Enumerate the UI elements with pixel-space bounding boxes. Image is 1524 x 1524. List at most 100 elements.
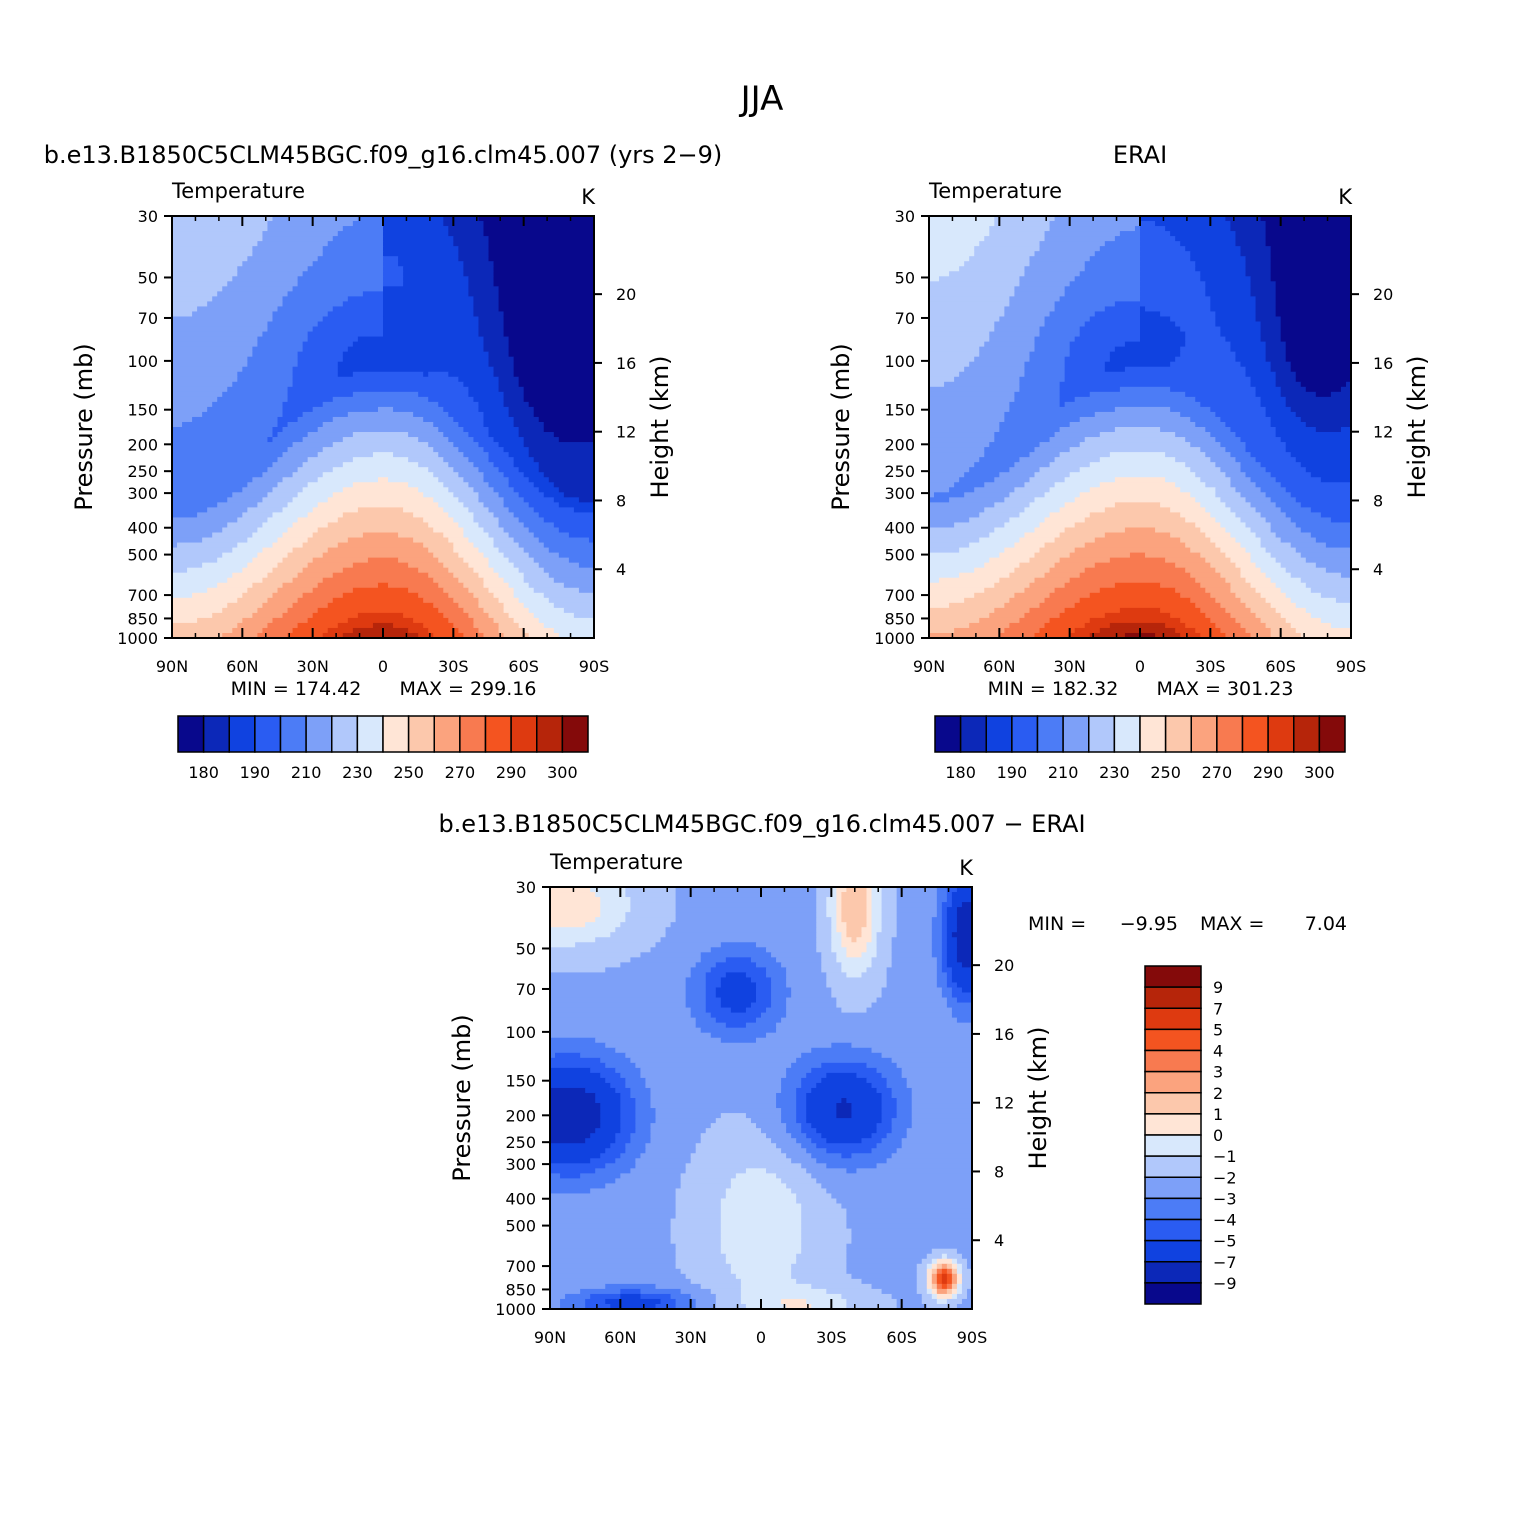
max-label: MAX = — [1200, 913, 1264, 935]
contour-cell — [936, 1288, 948, 1295]
contour-cell — [297, 351, 344, 358]
contour-cell — [433, 497, 459, 503]
contour-cell — [1134, 226, 1141, 232]
contour-cell — [974, 356, 1031, 363]
contour-cell — [851, 1103, 883, 1109]
contour-cell — [1074, 547, 1191, 554]
contour-cell — [655, 942, 722, 948]
contour-cell — [448, 537, 470, 544]
contour-cell — [1054, 587, 1101, 594]
contour-cell — [620, 1123, 636, 1129]
contour-cell — [936, 902, 943, 908]
contour-cell — [946, 897, 953, 903]
contour-cell — [262, 236, 334, 242]
contour-cell — [488, 256, 595, 262]
contour-cell — [961, 1283, 973, 1290]
contour-cell — [408, 432, 444, 438]
contour-cell — [1185, 246, 1242, 252]
contour-cell — [881, 1092, 893, 1099]
contour-cell — [332, 396, 429, 403]
contour-cell — [959, 547, 1005, 554]
contour-cell — [911, 1087, 973, 1094]
contour-cell — [1265, 517, 1292, 524]
contour-cell — [1195, 421, 1226, 428]
contour-cell — [675, 1253, 727, 1260]
contour-cell — [550, 1103, 601, 1109]
contour-cell — [966, 1263, 973, 1270]
contour-cell — [821, 1183, 973, 1190]
contour-cell — [262, 602, 294, 609]
contour-cell — [836, 902, 842, 908]
contour-cell — [1240, 437, 1282, 443]
contour-cell — [172, 251, 253, 257]
contour-cell — [172, 602, 228, 609]
contour-cell — [550, 1253, 677, 1260]
contour-cell — [796, 1193, 832, 1200]
contour-cell — [846, 1213, 973, 1220]
contour-cell — [1260, 487, 1287, 493]
contour-cell — [1140, 331, 1186, 338]
contour-cell — [675, 912, 817, 918]
contour-cell — [964, 492, 1010, 498]
contour-cell — [1114, 406, 1171, 413]
contour-cell — [720, 1228, 802, 1235]
contour-cell — [1064, 477, 1116, 483]
contour-cell — [550, 1168, 596, 1174]
contour-cell — [846, 1168, 858, 1174]
contour-cell — [1170, 361, 1242, 368]
contour-cell — [423, 622, 454, 629]
contour-cell — [172, 326, 269, 333]
contour-cell — [1205, 532, 1232, 539]
contour-cell — [1114, 477, 1166, 483]
contour-cell — [866, 892, 873, 898]
contour-cell — [871, 957, 893, 963]
contour-cell — [292, 442, 334, 448]
contour-cell — [984, 452, 1031, 458]
contour-cell — [750, 957, 777, 963]
contour-cell — [272, 487, 304, 493]
contour-cell — [550, 887, 591, 893]
contour-cell — [1255, 296, 1277, 302]
contour-cell — [841, 1293, 893, 1300]
contour-cell — [232, 276, 299, 282]
contour-cell — [911, 1113, 973, 1119]
contour-cell — [761, 1012, 787, 1019]
contour-cell — [1235, 236, 1267, 242]
contour-cell — [695, 1303, 717, 1310]
contour-cell — [1270, 366, 1292, 373]
contour-cell — [247, 507, 284, 513]
contour-cell — [533, 457, 595, 463]
contour-cell — [287, 291, 364, 297]
contour-cell — [891, 937, 933, 943]
contour-cell — [493, 617, 515, 624]
contour-cell — [172, 577, 228, 584]
contour-cell — [1255, 301, 1277, 308]
contour-cell — [1089, 592, 1181, 599]
contour-cell — [929, 371, 960, 378]
contour-cell — [1165, 557, 1206, 564]
contour-cell — [498, 622, 520, 629]
contour-cell — [946, 907, 958, 913]
contour-cell — [650, 1133, 702, 1139]
contour-cell — [1200, 502, 1227, 508]
contour-cell — [503, 472, 525, 478]
contour-cell — [821, 952, 837, 958]
contour-cell — [287, 632, 324, 639]
contour-cell — [1180, 411, 1216, 418]
contour-cell — [312, 557, 369, 564]
contour-cell — [685, 1002, 707, 1009]
contour-cell — [1084, 437, 1186, 443]
contour-cell — [468, 507, 490, 513]
contour-cell — [1034, 346, 1071, 353]
contour-cell — [846, 947, 868, 953]
contour-cell — [317, 321, 384, 328]
contour-cell — [1290, 572, 1342, 579]
contour-cell — [307, 562, 354, 569]
contour-cell — [1195, 396, 1262, 403]
contour-cell — [929, 261, 965, 267]
contour-cell — [292, 286, 384, 292]
contour-cell — [786, 977, 827, 984]
contour-cell — [222, 607, 259, 614]
contour-cell — [1230, 221, 1267, 227]
contour-cell — [929, 632, 1000, 639]
